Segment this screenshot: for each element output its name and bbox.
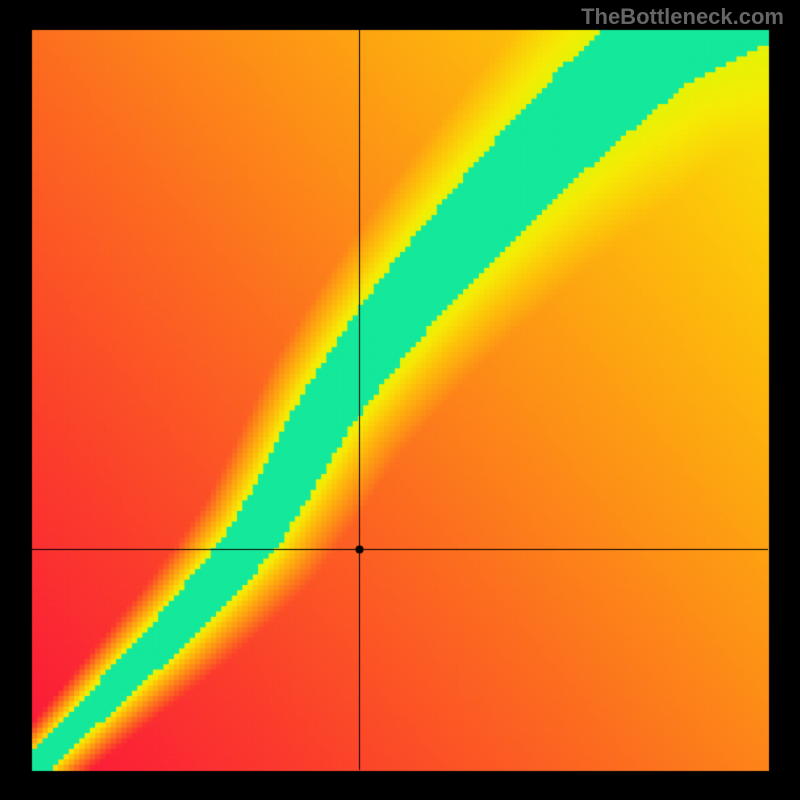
bottleneck-heatmap <box>0 0 800 800</box>
watermark-text: TheBottleneck.com <box>581 4 784 30</box>
